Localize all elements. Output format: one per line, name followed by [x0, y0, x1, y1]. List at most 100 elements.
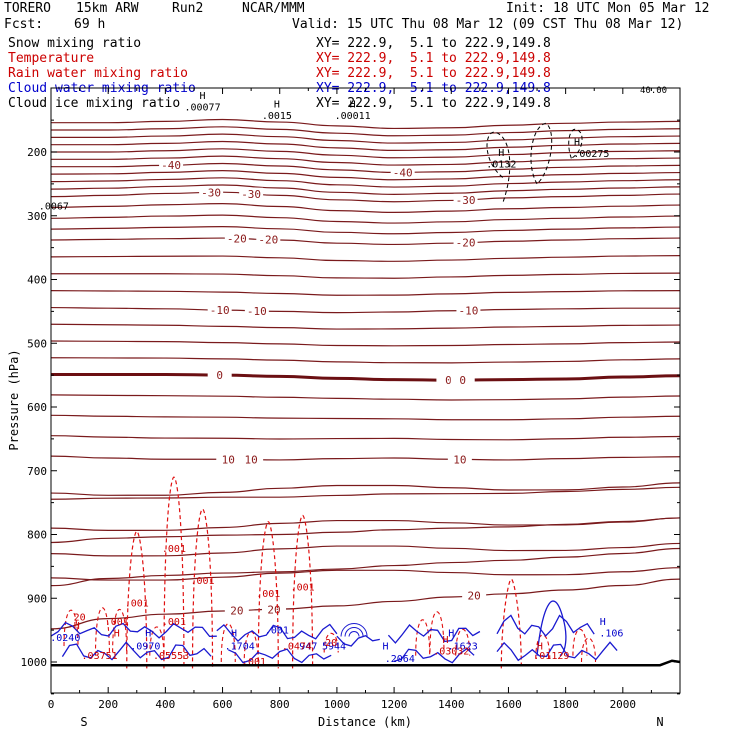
isotherm-line [50, 177, 681, 188]
isotherm-line [50, 414, 681, 421]
isotherm-label: -40 [161, 159, 181, 172]
field-annotation: 20 [74, 613, 86, 624]
isotherm-line-labeled [50, 455, 681, 461]
y-tick-label: 300 [27, 210, 47, 223]
field-annotation: H [537, 641, 543, 652]
isotherm-line-labeled [50, 578, 681, 630]
valid-time: Valid: 15 UTC Thu 08 Mar 12 (09 CST Thu … [292, 17, 684, 32]
field-annotation: .001 [105, 617, 129, 628]
isotherm-line [50, 340, 681, 347]
isotherm-label-bg [199, 186, 224, 199]
isotherm-label-bg [224, 604, 249, 617]
org-label: NCAR/MMM [242, 1, 305, 16]
field-annotation: H [200, 91, 206, 102]
cloud-water-contour [496, 641, 618, 662]
y-tick-label: 400 [27, 274, 47, 287]
legend-field-xy: XY= 222.9, 5.1 to 222.9,149.8 [316, 66, 551, 81]
isotherm-label-bg [456, 304, 481, 317]
field-annotation: .01129 [533, 651, 569, 662]
field-annotation: .001 [242, 657, 266, 668]
legend-field-name: Cloud ice mixing ratio [8, 96, 181, 111]
isotherm-line [51, 272, 681, 279]
field-annotation: 947 [299, 641, 317, 652]
legend-field-name: Temperature [8, 51, 95, 66]
isotherm-label-bg [390, 166, 415, 179]
rain-contour [163, 476, 185, 669]
isotherm-line-labeled [50, 306, 680, 314]
x-tick-label: 200 [98, 698, 118, 711]
isotherm-line [51, 133, 681, 144]
field-annotation: .0474 [282, 641, 312, 652]
isotherm-label: -10 [210, 304, 230, 317]
field-annotation: .106 [599, 629, 623, 640]
legend-field-xy: XY= 222.9, 5.1 to 222.9,149.8 [316, 36, 551, 51]
y-tick-label: 800 [27, 529, 47, 542]
x-tick-label: 2000 [610, 698, 637, 711]
field-annotation: H [443, 635, 449, 646]
cloud-water-contour [536, 600, 567, 657]
field-annotation: H [448, 629, 454, 640]
cloud-ice-contour [530, 122, 553, 185]
cloud-water-contour [61, 641, 212, 661]
x-tick-label: 1600 [495, 698, 522, 711]
field-annotation: H [74, 621, 80, 632]
isotherm-label: -20 [258, 234, 278, 247]
field-annotation: .1623 [448, 641, 478, 652]
rain-contour-label: .001 [256, 589, 280, 600]
isotherm-label-bg [224, 232, 249, 245]
forecast-label: Fcst: [4, 17, 44, 32]
isotherm-line [50, 148, 681, 159]
y-tick-label: 600 [27, 401, 47, 414]
cloud-water-contour [344, 627, 364, 637]
field-annotation: .03032 [433, 646, 469, 657]
isotherm-label-bg [453, 193, 478, 206]
rain-contour [94, 607, 111, 656]
terrain-line [51, 659, 681, 667]
x-tick-label: 1000 [324, 698, 351, 711]
cloud-water-contour [228, 648, 332, 664]
isotherm-label: -30 [456, 194, 476, 207]
isotherm-label-bg [216, 453, 241, 466]
field-annotation: H [231, 629, 237, 640]
north-endpoint-label: N [656, 715, 663, 729]
rain-contour [500, 578, 522, 669]
isotherm-label: 10 [222, 453, 235, 466]
rain-contour [191, 508, 214, 669]
isotherm-line [50, 394, 681, 401]
rain-contour [112, 608, 128, 653]
x-tick-label: 400 [155, 698, 175, 711]
cloud-ice-contour [568, 128, 583, 159]
isotherm-label-bg [450, 374, 475, 387]
field-annotation: H [145, 629, 151, 640]
field-annotation: .1704 [225, 641, 255, 652]
x-axis-title: Distance (km) [318, 715, 412, 729]
corner-label: 40.00 [640, 86, 667, 96]
field-annotation: .00077 [184, 103, 220, 114]
isotherm-label: 20 [468, 590, 481, 603]
field-annotation: .0067 [39, 201, 69, 212]
field-annotation: H [574, 138, 580, 149]
field-annotation: .001 [162, 617, 186, 628]
model-name: TORERO [4, 1, 51, 16]
isotherm-line [50, 214, 681, 224]
model-resolution: 15km ARW [76, 1, 139, 16]
isotherm-label: -40 [393, 166, 413, 179]
x-tick-label: 800 [270, 698, 290, 711]
isotherm-label-bg [207, 369, 232, 382]
south-endpoint-label: S [80, 715, 87, 729]
rain-contour [149, 626, 165, 656]
isotherm-line [50, 567, 681, 581]
isotherm-label-bg [453, 236, 478, 249]
rain-contour [429, 611, 445, 653]
y-tick-label: 500 [27, 337, 47, 350]
isotherm-label-bg [462, 589, 487, 602]
isotherm-line [50, 225, 681, 235]
isotherm-line [50, 254, 681, 262]
isotherm-line [50, 482, 681, 496]
y-tick-label: 200 [27, 146, 47, 159]
isotherm-label: 10 [453, 453, 466, 466]
rain-contour [415, 619, 431, 656]
field-annotation: 20 [325, 638, 337, 649]
isotherm-label-bg [239, 187, 264, 200]
isotherm-line-labeled [50, 162, 681, 174]
